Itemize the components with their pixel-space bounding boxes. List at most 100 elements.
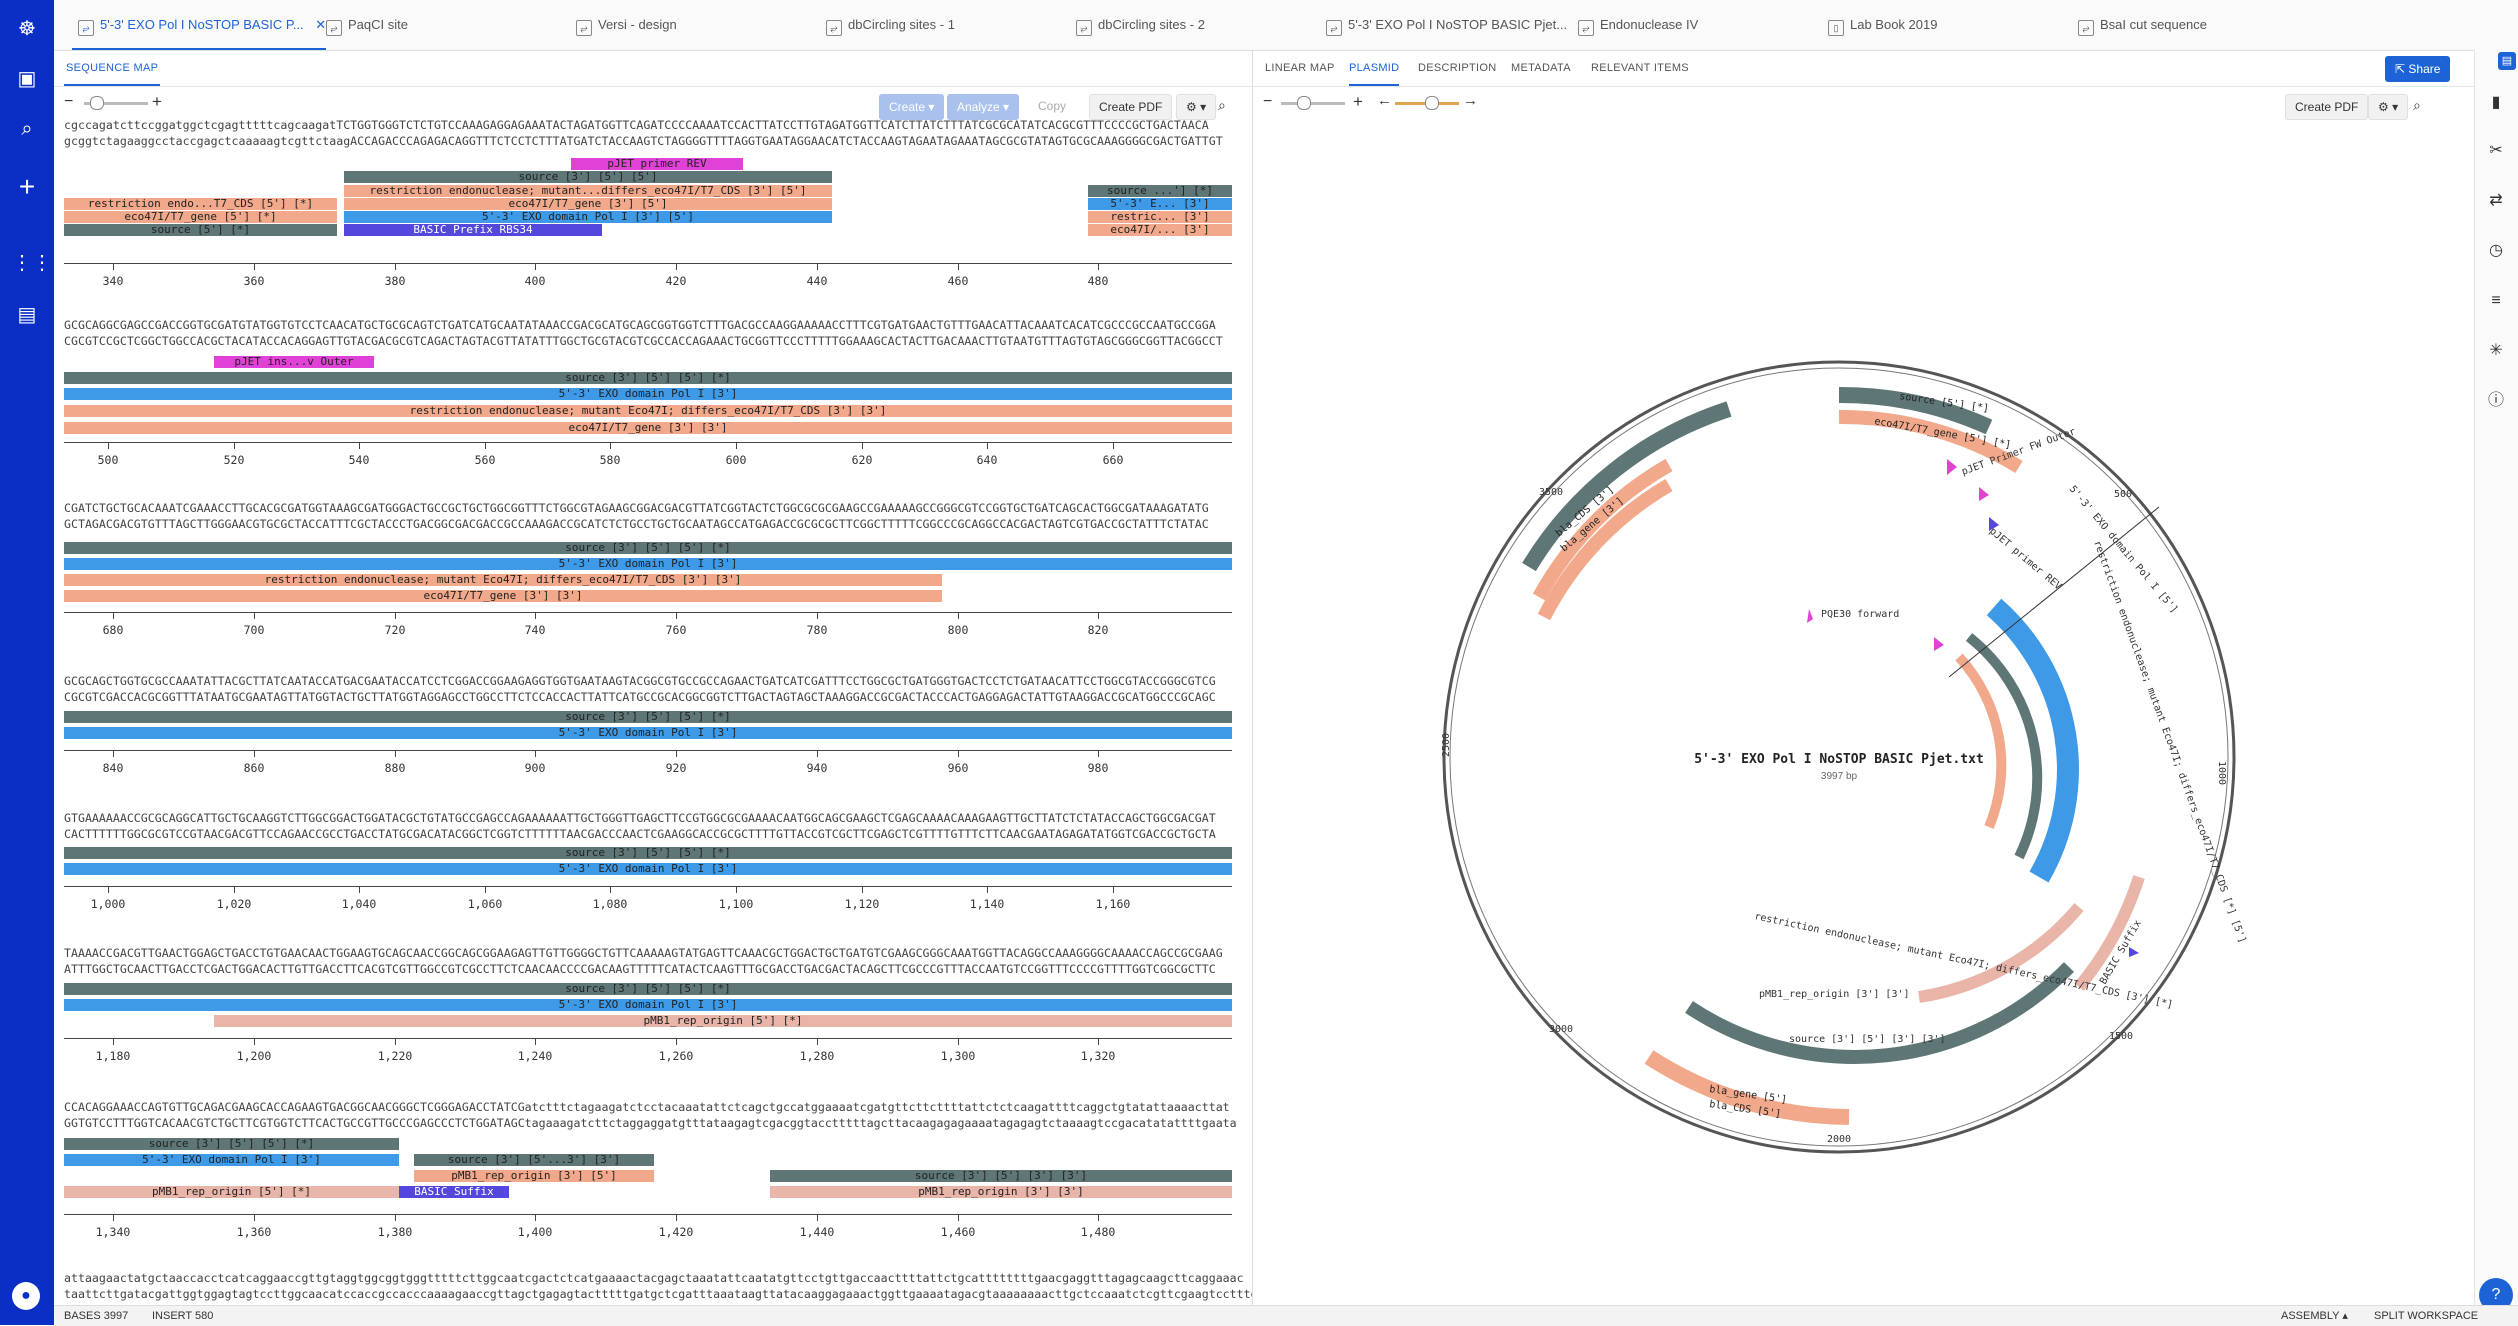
benchling-logo-icon[interactable]: ☸ [18, 18, 36, 40]
share-button[interactable]: ⇱ Share [2385, 56, 2451, 82]
label-exo[interactable]: 5'-3' EXO domain Pol I [5'] [2067, 484, 2180, 616]
feature-source-5[interactable]: source [5'] [*] [64, 224, 337, 236]
zoom-out-icon[interactable]: − [64, 93, 74, 110]
feature-exo-right[interactable]: 5'-3' E... [3'] [1088, 198, 1232, 210]
feature-restriction[interactable]: restriction endonuclease; mutant...diffe… [344, 185, 832, 197]
tab-sequence-map[interactable]: SEQUENCE MAP [64, 50, 161, 86]
tab-dbcircling-1[interactable]: ⥂ dbCircling sites - 1 [820, 0, 1076, 50]
history-icon[interactable]: ◷ [2489, 242, 2503, 259]
feature-source[interactable]: source [3'] [5'] [5'] [*] [64, 847, 1232, 859]
rotation-slider-handle[interactable] [1425, 96, 1439, 110]
feature-basic-suffix[interactable]: BASIC Suffix [399, 1186, 509, 1198]
feature-source-right[interactable]: source ...'] [*] [1088, 185, 1232, 197]
sequence-bottom-strand[interactable]: taattcttgatacgattggtggagtagtccttggcaacat… [64, 1287, 1253, 1301]
feature-source[interactable]: source [3'] [5'] [5'] [*] [64, 542, 1232, 554]
sequence-top-strand[interactable]: CCACAGGAAACCAGTGTTGCAGACGAAGCACCAGAAGTGA… [64, 1100, 1230, 1114]
feature-pmb1-rep-origin[interactable]: pMB1_rep_origin [5'] [*] [214, 1015, 1232, 1027]
feature-bla-gene-arc[interactable] [1537, 478, 1673, 621]
search-icon[interactable]: ⌕ [1218, 97, 1226, 113]
split-workspace-button[interactable]: SPLIT WORKSPACE [2374, 1310, 2479, 1322]
feature-eco47-right[interactable]: eco47I/... [3'] [1088, 224, 1232, 236]
zoom-slider-handle[interactable] [1297, 96, 1311, 110]
scissors-icon[interactable]: ✂ [2489, 142, 2503, 159]
tab-exo-pol-noSTOP[interactable]: ⥂ 5'-3' EXO Pol I NoSTOP BASIC P... ✕ [72, 0, 326, 50]
sequence-top-strand[interactable]: GCGCAGGCGAGCCGACCGGTGCGATGTATGGTGTCCTCAA… [64, 318, 1216, 332]
feature-restriction[interactable]: restriction endonuclease; mutant Eco47I;… [64, 405, 1232, 417]
feature-source[interactable]: source [3'] [5'] [5'] [*] [64, 1138, 399, 1150]
tab-description[interactable]: DESCRIPTION [1418, 62, 1497, 74]
feature-source-inner-arc[interactable] [1965, 633, 2043, 860]
lines-icon[interactable]: ≡ [2491, 292, 2501, 309]
feature-eco47i-arc[interactable] [1838, 409, 2023, 473]
add-icon[interactable]: + [18, 171, 36, 202]
sequence-top-strand[interactable]: CGATCTGCTGCACAAATCGAAACCTTGCACGCGATGGTAA… [64, 501, 1209, 515]
feature-source-arc[interactable] [1838, 386, 1993, 435]
settings-dropdown-button[interactable]: ⚙ ▾ [1176, 94, 1217, 120]
sequence-top-strand[interactable]: cgccagatcttccggatggctcgagtttttcagcaagatT… [64, 118, 1209, 132]
feature-restric-right[interactable]: restric... [3'] [1088, 211, 1232, 223]
zoom-in-icon[interactable]: + [152, 92, 162, 111]
feature-source-trunc[interactable]: source [3'] [5'...3'] [3'] [414, 1154, 654, 1166]
sequence-bottom-strand[interactable]: ATTTGGCTGCAACTTGACCTCGACTGGACACTTGTTGACC… [64, 962, 1216, 976]
inventory-icon[interactable]: ▣ [17, 68, 37, 90]
tab-bsai-cut-sequence[interactable]: ⥂ BsaI cut sequence [2072, 0, 2328, 50]
bookmark-icon[interactable]: ▮ [2491, 94, 2501, 111]
feature-exo-domain[interactable]: 5'-3' EXO domain Pol I [3'] [64, 1154, 399, 1166]
sequence-top-strand[interactable]: GTGAAAAAACCGCGCAGGCATTGCTGCAAGGTCTTGGCGG… [64, 811, 1216, 825]
label-pqe30[interactable]: PQE30 forward [1821, 609, 1899, 620]
feature-exo-domain[interactable]: 5'-3' EXO domain Pol I [3'] [64, 558, 1232, 570]
feature-exo-arc[interactable] [1986, 598, 2079, 883]
folder-icon[interactable]: ▤ [17, 304, 37, 326]
feature-pjet-ins-outer[interactable]: pJET ins...v Outer [214, 356, 374, 368]
sequence-bottom-strand[interactable]: CGCGTCCGCTCGGCTGGCCACGCTACATACCACAGGAGTT… [64, 334, 1223, 348]
feature-pjet-primer-rev[interactable]: pJET primer REV [571, 158, 743, 170]
feature-bla-cds-arc[interactable] [1532, 458, 1673, 601]
tab-lab-book-2019[interactable]: ▯ Lab Book 2019 [1822, 0, 2078, 50]
zoom-slider[interactable] [84, 102, 148, 105]
tab-dbcircling-2[interactable]: ⥂ dbCircling sites - 2 [1070, 0, 1326, 50]
sequence-bottom-strand[interactable]: CGCGTCGACCACGCGGTTTATAATGCGAATAGTTATGGTA… [64, 690, 1216, 704]
feature-bla-lower-arc[interactable] [1644, 1050, 1850, 1125]
close-icon[interactable]: ✕ [315, 17, 326, 32]
tab-metadata[interactable]: METADATA [1511, 62, 1571, 74]
feature-exo-domain[interactable]: 5'-3' EXO domain Pol I [3'] [64, 727, 1232, 739]
feature-basic-prefix[interactable]: BASIC Prefix RBS34 [344, 224, 602, 236]
sequence-bottom-strand[interactable]: GCTAGACGACGTGTTTAGCTTGGGAACGTGCGCTACCATT… [64, 517, 1209, 531]
feature-eco47i-gene[interactable]: eco47I/T7_gene [3'] [5'] [344, 198, 832, 210]
feature-pmb1-arc[interactable] [1918, 903, 2084, 1003]
create-dropdown-button[interactable]: Create ▾ [879, 94, 945, 120]
sequence-bottom-strand[interactable]: CACTTTTTTGGCGCGTCCGTAACGACGTTCCAGAACCGCC… [64, 827, 1216, 841]
feature-source[interactable]: source [3'] [5'] [5'] [*] [64, 711, 1232, 723]
arrows-icon[interactable]: ⇄ [2489, 192, 2503, 209]
feature-source[interactable]: source [3'] [5'] [5'] [*] [64, 372, 1232, 384]
feature-pmb1-rep-origin[interactable]: pMB1_rep_origin [5'] [*] [64, 1186, 399, 1198]
feature-pmb1-rep-origin[interactable]: pMB1_rep_origin [3'] [3'] [770, 1186, 1232, 1198]
feature-source[interactable]: source [3'] [5'] [5'] [344, 171, 832, 183]
primer-marker[interactable] [1947, 459, 1957, 475]
tab-paqci-site[interactable]: ⥂ PaqCI site [320, 0, 576, 50]
sequence-top-strand[interactable]: GCGCAGCTGGTGCGCCAAATATTACGCTTATCAATACCAT… [64, 674, 1216, 688]
primer-marker[interactable] [1989, 517, 1999, 531]
user-avatar-icon[interactable]: ● [12, 1282, 40, 1310]
tab-versi-design[interactable]: ⥂ Versi - design [570, 0, 826, 50]
tab-linear-map[interactable]: LINEAR MAP [1265, 62, 1335, 74]
feature-source[interactable]: source [3'] [5'] [3'] [3'] [770, 1170, 1232, 1182]
copy-button[interactable]: Copy [1038, 99, 1067, 113]
info-icon[interactable]: ⓘ [2487, 392, 2504, 409]
feature-restriction[interactable]: restriction endonuclease; mutant Eco47I;… [64, 574, 942, 586]
feature-eco47i-gene[interactable]: eco47I/T7_gene [3'] [3'] [64, 590, 942, 602]
settings-dropdown-button[interactable]: ⚙ ▾ [2368, 94, 2409, 120]
sequence-bottom-strand[interactable]: GGTGTCCTTTGGTCACAACGTCTGCTTCGTGGTCTTCACT… [64, 1116, 1237, 1130]
apps-grid-icon[interactable]: ⋮⋮ [12, 252, 52, 274]
create-pdf-button[interactable]: Create PDF [2285, 94, 2369, 120]
primer-marker[interactable] [1979, 487, 1989, 501]
feature-source[interactable]: source [3'] [5'] [5'] [*] [64, 983, 1232, 995]
analyze-dropdown-button[interactable]: Analyze ▾ [947, 94, 1020, 120]
feature-pmb1-rep-origin[interactable]: pMB1_rep_origin [3'] [5'] [414, 1170, 654, 1182]
tab-exo-pol-pjet[interactable]: ⥂ 5'-3' EXO Pol I NoSTOP BASIC Pjet... [1320, 0, 1576, 50]
sequence-bottom-strand[interactable]: gcggtctagaaggcctaccgagctcaaaaagtcgttctaa… [64, 134, 1223, 148]
feature-exo-domain[interactable]: 5'-3' EXO domain Pol I [3'] [64, 999, 1232, 1011]
settings-icon[interactable]: ✳ [2489, 342, 2503, 359]
create-pdf-button[interactable]: Create PDF [1089, 94, 1173, 120]
zoom-out-icon[interactable]: − [1263, 93, 1273, 110]
